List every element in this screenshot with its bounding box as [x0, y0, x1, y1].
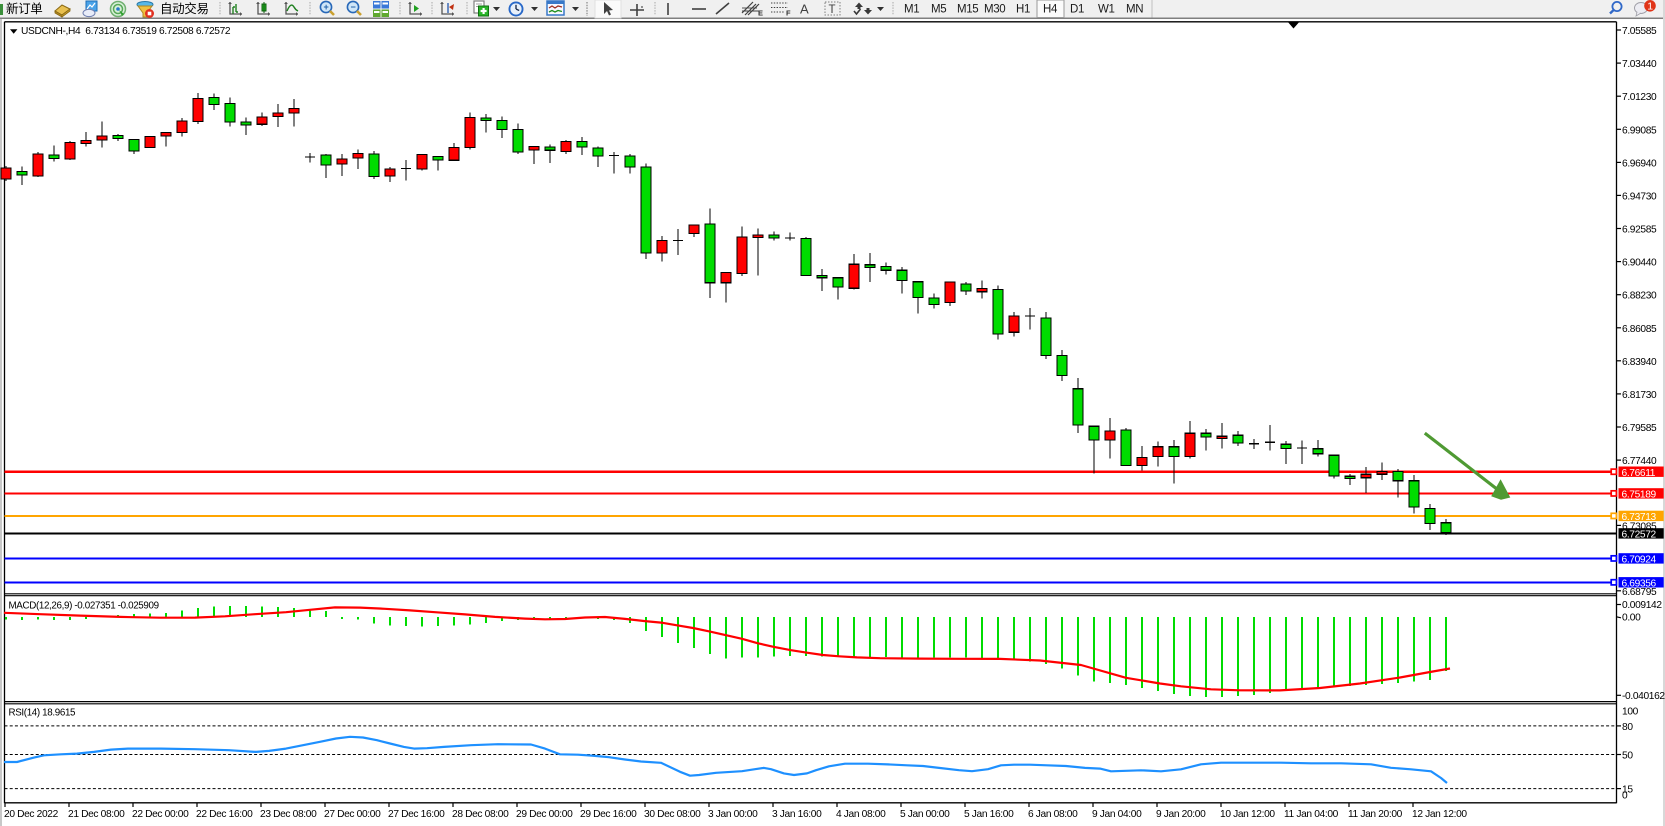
svg-text:1: 1	[1647, 1, 1653, 13]
svg-text:RSI(14) 18.9615: RSI(14) 18.9615	[9, 707, 77, 718]
svg-text:6.79585: 6.79585	[1622, 423, 1657, 434]
svg-text:M30: M30	[984, 4, 1005, 16]
svg-text:E: E	[758, 9, 763, 18]
svg-text:6 Jan 08:00: 6 Jan 08:00	[1028, 809, 1078, 820]
svg-text:自动交易: 自动交易	[160, 1, 209, 16]
svg-text:−: −	[351, 2, 356, 12]
svg-text:6.72572: 6.72572	[1622, 530, 1657, 541]
svg-text:3 Jan 16:00: 3 Jan 16:00	[772, 809, 822, 820]
svg-text:H1: H1	[1016, 4, 1030, 16]
svg-text:6.77440: 6.77440	[1622, 456, 1657, 467]
svg-text:6.90440: 6.90440	[1622, 258, 1657, 269]
svg-text:6.88230: 6.88230	[1622, 291, 1657, 302]
svg-text:21 Dec 08:00: 21 Dec 08:00	[68, 809, 125, 820]
svg-text:10 Jan 12:00: 10 Jan 12:00	[1220, 809, 1275, 820]
svg-text:28 Dec 08:00: 28 Dec 08:00	[452, 809, 509, 820]
svg-text:12 Jan 12:00: 12 Jan 12:00	[1412, 809, 1467, 820]
svg-text:7.05585: 7.05585	[1622, 26, 1657, 37]
svg-text:20 Dec 2022: 20 Dec 2022	[4, 809, 59, 820]
svg-text:30 Dec 08:00: 30 Dec 08:00	[644, 809, 701, 820]
svg-text:0.00: 0.00	[1622, 612, 1641, 623]
svg-text:9 Jan 04:00: 9 Jan 04:00	[1092, 809, 1142, 820]
svg-text:M5: M5	[931, 4, 946, 16]
svg-text:T: T	[829, 4, 836, 16]
svg-text:F: F	[786, 9, 791, 18]
svg-text:6.73085: 6.73085	[1622, 521, 1657, 532]
svg-text:D1: D1	[1070, 4, 1084, 16]
svg-text:6.86085: 6.86085	[1622, 324, 1657, 335]
svg-text:27 Dec 16:00: 27 Dec 16:00	[388, 809, 445, 820]
svg-text:MN: MN	[1126, 4, 1143, 16]
svg-text:W1: W1	[1098, 4, 1115, 16]
svg-text:6.81730: 6.81730	[1622, 390, 1657, 401]
svg-text:6.73713: 6.73713	[1622, 512, 1657, 523]
svg-text:9 Jan 20:00: 9 Jan 20:00	[1156, 809, 1206, 820]
svg-text:6.75189: 6.75189	[1622, 490, 1657, 501]
svg-text:6.69356: 6.69356	[1622, 579, 1657, 590]
svg-text:+: +	[324, 2, 329, 12]
svg-text:M15: M15	[957, 4, 978, 16]
svg-text:22 Dec 00:00: 22 Dec 00:00	[132, 809, 189, 820]
svg-text:5 Jan 00:00: 5 Jan 00:00	[900, 809, 950, 820]
svg-text:22 Dec 16:00: 22 Dec 16:00	[196, 809, 253, 820]
svg-text:6.83940: 6.83940	[1622, 357, 1657, 368]
svg-text:27 Dec 00:00: 27 Dec 00:00	[324, 809, 381, 820]
svg-text:80: 80	[1622, 722, 1633, 733]
svg-text:-0.040162: -0.040162	[1622, 691, 1665, 702]
svg-text:11 Jan 20:00: 11 Jan 20:00	[1348, 809, 1403, 820]
svg-text:MACD(12,26,9) -0.027351 -0.025: MACD(12,26,9) -0.027351 -0.025909	[9, 601, 159, 612]
svg-text:23 Dec 08:00: 23 Dec 08:00	[260, 809, 317, 820]
svg-text:29 Dec 16:00: 29 Dec 16:00	[580, 809, 637, 820]
svg-text:6.96940: 6.96940	[1622, 158, 1657, 169]
svg-text:0.009142: 0.009142	[1622, 600, 1662, 611]
svg-text:H4: H4	[1043, 4, 1058, 16]
svg-text:50: 50	[1622, 751, 1633, 762]
svg-text:11 Jan 04:00: 11 Jan 04:00	[1284, 809, 1339, 820]
svg-text:M1: M1	[904, 4, 919, 16]
svg-text:USDCNH-,H4 6.73134 6.73519 6.: USDCNH-,H4 6.73134 6.73519 6.72508 6.725…	[21, 26, 231, 37]
svg-text:100: 100	[1622, 706, 1639, 717]
svg-text:6.68795: 6.68795	[1622, 587, 1657, 598]
svg-text:6.99085: 6.99085	[1622, 125, 1657, 136]
svg-text:15: 15	[1622, 785, 1633, 796]
svg-text:4 Jan 08:00: 4 Jan 08:00	[836, 809, 886, 820]
svg-text:6.70924: 6.70924	[1622, 555, 1657, 566]
svg-text:7.03440: 7.03440	[1622, 59, 1657, 70]
svg-text:6.76611: 6.76611	[1622, 468, 1656, 479]
svg-text:6.92585: 6.92585	[1622, 225, 1657, 236]
svg-text:A: A	[800, 2, 809, 17]
svg-text:29 Dec 00:00: 29 Dec 00:00	[516, 809, 573, 820]
svg-text:5 Jan 16:00: 5 Jan 16:00	[964, 809, 1014, 820]
svg-text:6.94730: 6.94730	[1622, 191, 1657, 202]
svg-text:3 Jan 00:00: 3 Jan 00:00	[708, 809, 758, 820]
svg-text:7.01230: 7.01230	[1622, 92, 1657, 103]
svg-text:0: 0	[1622, 791, 1628, 802]
svg-text:新订单: 新订单	[6, 1, 42, 16]
